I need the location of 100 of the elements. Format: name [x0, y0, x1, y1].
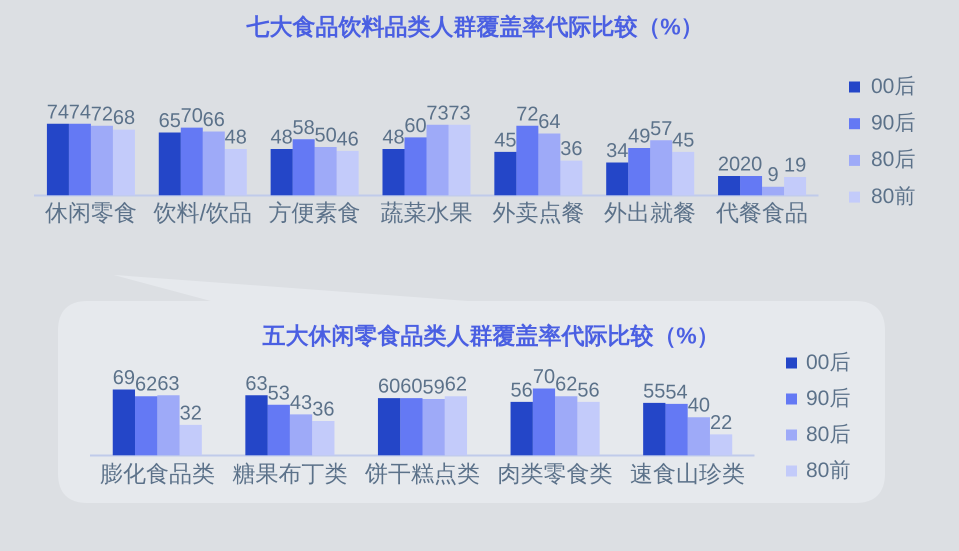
- bar: [112, 130, 135, 196]
- bar: [336, 150, 359, 196]
- x-tick-label: 代餐食品: [715, 200, 808, 226]
- data-label: 19: [784, 154, 806, 177]
- data-label: 56: [510, 379, 533, 402]
- data-label: 43: [290, 392, 312, 414]
- bar: [740, 176, 762, 196]
- data-label: 63: [157, 372, 180, 395]
- legend-label: 80前: [806, 458, 850, 482]
- x-tick-label: 蔬菜水果: [380, 200, 472, 226]
- x-tick-label: 速食山珍类: [630, 460, 746, 487]
- data-label: 60: [400, 376, 422, 398]
- bar: [68, 124, 91, 196]
- legend-label: 80后: [871, 148, 916, 172]
- bar: [516, 126, 538, 196]
- bar: [422, 399, 445, 456]
- bar: [784, 177, 806, 196]
- bar: [448, 124, 471, 196]
- data-label: 59: [422, 376, 445, 399]
- bar: [494, 152, 516, 196]
- bar: [560, 160, 582, 196]
- bar: [112, 390, 136, 456]
- data-label: 45: [672, 129, 694, 152]
- data-label: 48: [382, 126, 405, 148]
- data-label: 57: [650, 118, 672, 140]
- data-label: 40: [688, 394, 710, 417]
- bar: [628, 148, 650, 196]
- data-label: 53: [268, 382, 290, 404]
- data-label: 62: [555, 374, 578, 396]
- bar: [538, 133, 560, 196]
- x-tick-label: 外出就餐: [604, 200, 696, 226]
- bar: [268, 404, 290, 456]
- data-label: 70: [180, 105, 203, 128]
- bar: [762, 186, 784, 196]
- legend-label: 00后: [871, 74, 916, 98]
- data-label: 34: [606, 140, 628, 162]
- bar: [643, 402, 666, 456]
- x-tick-label: 方便素食: [268, 200, 361, 226]
- bar: [202, 132, 225, 196]
- data-label: 32: [180, 402, 202, 424]
- x-tick-label: 饮料/饮品: [152, 200, 252, 226]
- bar: [314, 147, 337, 196]
- data-label: 36: [560, 138, 582, 160]
- bar: [510, 402, 533, 456]
- bar: [650, 140, 672, 196]
- data-label: 48: [270, 126, 293, 148]
- data-label: 73: [426, 102, 449, 124]
- bar: [382, 148, 404, 196]
- data-label: 55: [643, 380, 666, 402]
- data-label: 64: [538, 110, 560, 133]
- bar: [577, 402, 600, 456]
- chart-title: 七大食品饮料品类人群覆盖率代际比较（%）: [245, 13, 704, 40]
- bar: [157, 395, 180, 456]
- legend-label: 90后: [806, 386, 850, 410]
- data-label: 9: [768, 164, 779, 186]
- data-label: 22: [710, 412, 732, 434]
- data-label: 45: [494, 129, 516, 152]
- legend-label: 80后: [806, 422, 850, 446]
- bar: [718, 176, 740, 196]
- data-label: 68: [112, 107, 136, 130]
- data-label: 72: [90, 103, 114, 126]
- bar: [158, 132, 181, 196]
- data-label: 65: [158, 110, 181, 132]
- x-tick-label: 肉类零食类: [498, 460, 613, 487]
- x-tick-label: 外卖点餐: [492, 200, 584, 226]
- data-label: 20: [718, 154, 740, 176]
- data-label: 62: [135, 374, 158, 396]
- bar: [532, 388, 556, 456]
- bar: [224, 148, 247, 196]
- data-label: 46: [336, 128, 359, 150]
- bar: [180, 424, 202, 456]
- x-tick-label: 膨化食品类: [100, 460, 215, 487]
- bar: [606, 162, 628, 196]
- data-label: 63: [245, 372, 268, 395]
- bar: [290, 414, 312, 456]
- bar: [292, 139, 315, 196]
- data-label: 54: [665, 381, 688, 404]
- bar: [426, 124, 449, 196]
- data-label: 50: [314, 124, 337, 147]
- bar: [672, 152, 694, 196]
- data-label: 60: [404, 114, 427, 137]
- bar: [400, 398, 422, 456]
- data-label: 69: [112, 367, 136, 390]
- data-label: 56: [577, 379, 600, 402]
- data-label: 74: [46, 101, 70, 124]
- bar: [555, 396, 578, 456]
- data-label: 74: [68, 101, 92, 124]
- bar: [404, 137, 426, 196]
- bar: [378, 398, 400, 456]
- legend-label: 80前: [871, 184, 916, 208]
- data-label: 49: [628, 126, 650, 148]
- bar: [90, 126, 113, 196]
- x-tick-label: 休闲零食: [44, 200, 137, 226]
- bar: [180, 128, 203, 196]
- x-tick-label: 糖果布丁类: [232, 460, 348, 487]
- data-label: 60: [378, 376, 400, 398]
- bar: [665, 404, 688, 456]
- bar: [270, 148, 293, 196]
- bar: [46, 124, 69, 196]
- data-label: 72: [516, 103, 538, 126]
